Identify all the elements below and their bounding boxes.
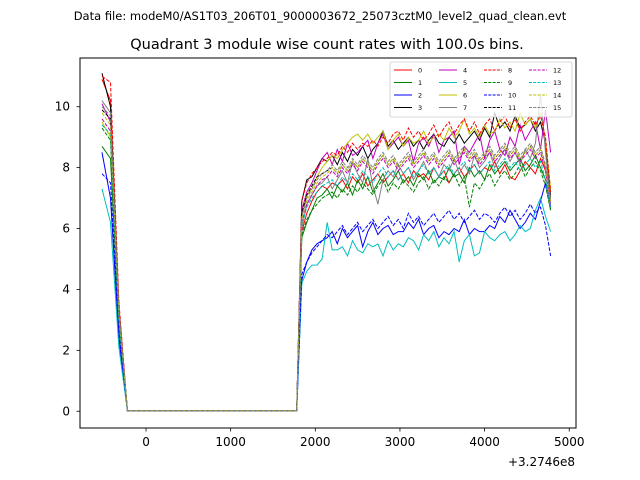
legend-label: 6 xyxy=(463,91,467,99)
y-tick-label: 0 xyxy=(62,404,70,418)
plot-frame xyxy=(79,57,577,429)
legend-label: 11 xyxy=(508,104,516,112)
series-line-6 xyxy=(101,111,552,412)
x-tick-label: 3000 xyxy=(385,435,416,449)
legend-label: 5 xyxy=(463,79,467,87)
y-tick-label: 4 xyxy=(62,282,70,296)
legend-label: 10 xyxy=(508,91,516,99)
series-line-9 xyxy=(101,127,552,412)
legend-label: 8 xyxy=(508,66,512,74)
y-tick-label: 10 xyxy=(55,100,70,114)
series-line-15 xyxy=(101,106,552,412)
legend-label: 13 xyxy=(553,79,561,87)
x-tick-label: 1000 xyxy=(215,435,246,449)
x-tick-label: 0 xyxy=(142,435,150,449)
y-tick-label: 8 xyxy=(62,161,70,175)
legend-label: 7 xyxy=(463,104,467,112)
legend-label: 3 xyxy=(418,104,422,112)
x-tick-label: 2000 xyxy=(300,435,331,449)
legend-box xyxy=(389,61,573,118)
legend-label: 9 xyxy=(508,79,512,87)
x-tick-label: 4000 xyxy=(469,435,500,449)
y-tick-label: 6 xyxy=(62,222,70,236)
x-offset-label: +3.2746e8 xyxy=(508,455,575,469)
suptitle: Data file: modeM0/AS1T03_206T01_90000036… xyxy=(74,9,567,23)
legend-label: 14 xyxy=(553,91,561,99)
legend-label: 2 xyxy=(418,91,422,99)
y-tick-label: 2 xyxy=(62,343,70,357)
series-line-5 xyxy=(101,188,552,412)
series-line-13 xyxy=(101,124,552,412)
series-line-7 xyxy=(101,94,552,412)
axes-layer: 0 1000 2000 3000 4000 5000 0 2 4 6 8 10 xyxy=(55,100,585,449)
series-layer xyxy=(101,73,552,412)
legend-label: 12 xyxy=(553,66,561,74)
series-line-10 xyxy=(101,173,552,412)
legend-label: 15 xyxy=(553,104,561,112)
legend-label: 0 xyxy=(418,66,422,74)
series-line-14 xyxy=(101,112,552,412)
series-line-12 xyxy=(101,118,552,412)
chart-title: Quadrant 3 module wise count rates with … xyxy=(130,37,524,53)
x-tick-label: 5000 xyxy=(554,435,585,449)
legend-label: 1 xyxy=(418,79,422,87)
legend-label: 4 xyxy=(463,66,467,74)
series-line-1 xyxy=(101,146,552,412)
